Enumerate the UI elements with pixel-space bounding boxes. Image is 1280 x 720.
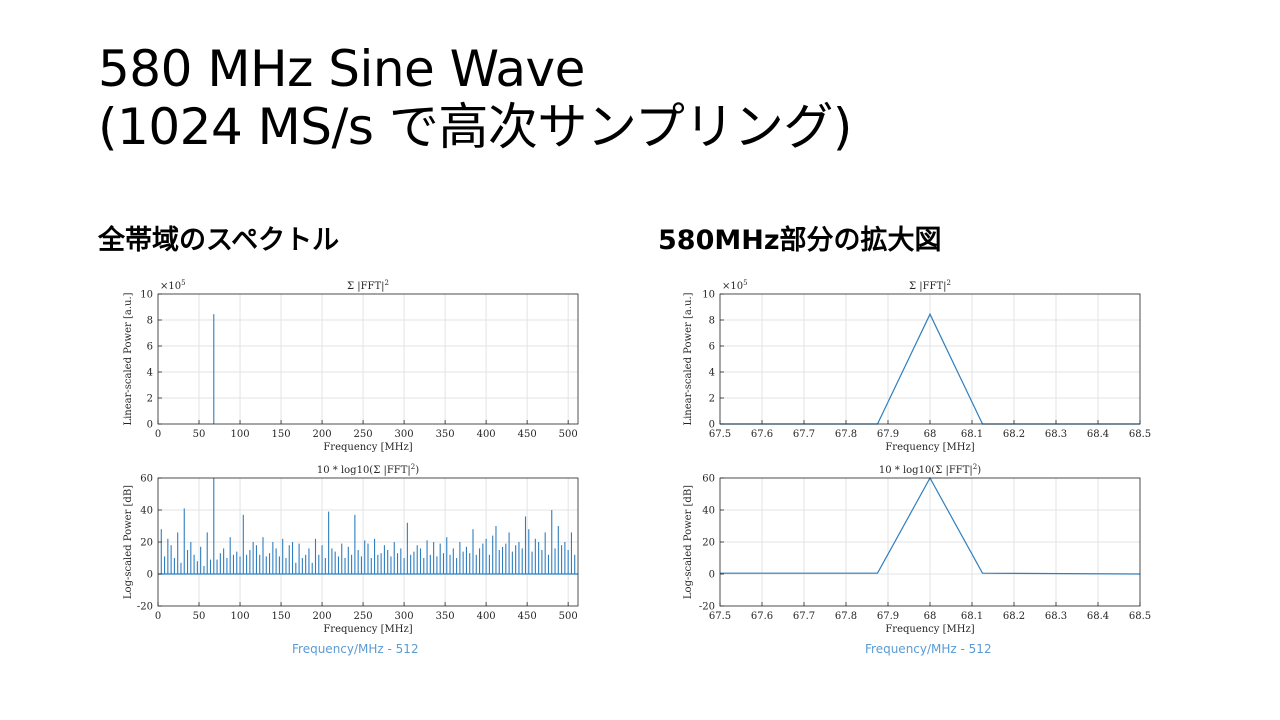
x-tick-label: 67.9 bbox=[877, 429, 899, 440]
x-axis-label: Frequency [MHz] bbox=[323, 624, 412, 635]
left-heading: 全帯域のスペクトル bbox=[98, 225, 340, 256]
y-tick-label: 0 bbox=[709, 420, 715, 431]
x-tick-label: 150 bbox=[272, 611, 291, 622]
y-axis-label: Log-scaled Power [dB] bbox=[683, 485, 694, 599]
x-tick-label: 67.6 bbox=[751, 611, 773, 622]
x-tick-label: 68.5 bbox=[1129, 611, 1151, 622]
y-tick-label: 60 bbox=[702, 474, 715, 485]
chart-title: 10 * log10(Σ |FFT|2) bbox=[879, 463, 981, 476]
x-tick-label: 400 bbox=[477, 429, 496, 440]
y-tick-label: -20 bbox=[699, 602, 715, 613]
y-tick-label: 0 bbox=[709, 570, 715, 581]
x-tick-label: 68.3 bbox=[1045, 429, 1067, 440]
y-tick-label: 6 bbox=[147, 342, 153, 353]
axes-box bbox=[157, 293, 579, 425]
y-tick-label: 8 bbox=[147, 316, 153, 327]
x-tick-label: 67.9 bbox=[877, 611, 899, 622]
exponent-label: ×105 bbox=[722, 279, 748, 292]
y-tick-label: 8 bbox=[709, 316, 715, 327]
slide-title: 580 MHz Sine Wave (1024 MS/s で高次サンプリング) bbox=[98, 40, 852, 156]
x-tick-label: 68.2 bbox=[1003, 429, 1025, 440]
y-tick-label: 40 bbox=[140, 506, 153, 517]
y-tick-label: 10 bbox=[702, 290, 715, 301]
slide-title-line2: (1024 MS/s で高次サンプリング) bbox=[98, 98, 852, 156]
y-tick-label: 2 bbox=[147, 394, 153, 405]
x-axis-label: Frequency [MHz] bbox=[323, 442, 412, 453]
x-tick-label: 0 bbox=[155, 611, 161, 622]
x-tick-label: 68.3 bbox=[1045, 611, 1067, 622]
x-tick-label: 67.7 bbox=[793, 611, 815, 622]
full-spectrum-log-chart: 0 50 100 150 200 250 300 350 400 450 500-200204060… bbox=[123, 463, 579, 635]
chart-title: Σ |FFT|2 bbox=[909, 279, 951, 292]
x-tick-label: 500 bbox=[559, 429, 578, 440]
x-tick-label: 68.4 bbox=[1087, 611, 1109, 622]
x-tick-label: 67.5 bbox=[709, 429, 731, 440]
y-axis-label: Log-scaled Power [dB] bbox=[123, 485, 134, 599]
x-tick-label: 0 bbox=[155, 429, 161, 440]
x-tick-label: 68.1 bbox=[961, 429, 983, 440]
chart-title: Σ |FFT|2 bbox=[347, 279, 389, 292]
zoom-linear-chart: 67.5 67.6 67.7 67.8 67.9 68 68.1 68.2 68.3 68.4 68… bbox=[683, 279, 1151, 453]
x-tick-label: 350 bbox=[436, 429, 455, 440]
x-tick-label: 67.7 bbox=[793, 429, 815, 440]
x-tick-label: 150 bbox=[272, 429, 291, 440]
y-tick-label: 20 bbox=[140, 538, 153, 549]
x-tick-label: 68.5 bbox=[1129, 429, 1151, 440]
exponent-label: ×105 bbox=[160, 279, 186, 292]
x-tick-label: 100 bbox=[230, 429, 249, 440]
y-tick-label: 6 bbox=[709, 342, 715, 353]
x-tick-label: 67.5 bbox=[709, 611, 731, 622]
x-tick-label: 67.8 bbox=[835, 429, 857, 440]
x-tick-label: 400 bbox=[477, 611, 496, 622]
x-tick-label: 67.8 bbox=[835, 611, 857, 622]
y-axis-label: Linear-scaled Power [a.u.] bbox=[123, 292, 134, 425]
x-tick-label: 100 bbox=[230, 611, 249, 622]
x-axis-label: Frequency [MHz] bbox=[885, 442, 974, 453]
slide-title-line1: 580 MHz Sine Wave bbox=[98, 40, 585, 98]
x-tick-label: 68 bbox=[924, 429, 937, 440]
y-tick-label: 60 bbox=[140, 474, 153, 485]
y-tick-label: 20 bbox=[702, 538, 715, 549]
x-tick-label: 300 bbox=[395, 429, 414, 440]
x-tick-label: 450 bbox=[518, 611, 537, 622]
x-tick-label: 68 bbox=[924, 611, 937, 622]
chart-title: 10 * log10(Σ |FFT|2) bbox=[317, 463, 419, 476]
x-tick-label: 50 bbox=[193, 429, 206, 440]
y-tick-label: 4 bbox=[147, 368, 153, 379]
x-tick-label: 200 bbox=[313, 611, 332, 622]
y-tick-label: 2 bbox=[709, 394, 715, 405]
y-tick-label: 0 bbox=[147, 420, 153, 431]
x-tick-label: 450 bbox=[518, 429, 537, 440]
x-axis-label: Frequency [MHz] bbox=[885, 624, 974, 635]
x-tick-label: 68.4 bbox=[1087, 429, 1109, 440]
y-axis-label: Linear-scaled Power [a.u.] bbox=[683, 292, 694, 425]
x-tick-label: 68.2 bbox=[1003, 611, 1025, 622]
y-tick-label: 4 bbox=[709, 368, 715, 379]
x-tick-label: 250 bbox=[354, 429, 373, 440]
x-tick-label: 200 bbox=[313, 429, 332, 440]
plot-area bbox=[158, 294, 578, 424]
x-tick-label: 50 bbox=[193, 611, 206, 622]
left-caption: Frequency/MHz - 512 bbox=[292, 642, 419, 656]
x-tick-label: 68.1 bbox=[961, 611, 983, 622]
full-spectrum-linear-chart: 0 50 100 150 200 250 300 350 400 450 500 0 2 4 6 8 10 Σ |… bbox=[123, 279, 579, 453]
x-tick-label: 250 bbox=[354, 611, 373, 622]
y-tick-label: 10 bbox=[140, 290, 153, 301]
x-tick-label: 500 bbox=[559, 611, 578, 622]
right-caption: Frequency/MHz - 512 bbox=[865, 642, 992, 656]
zoom-log-chart: 67.5 67.6 67.7 67.8 67.9 68 68.1 68.2 68.3 68.4 68… bbox=[683, 463, 1151, 635]
y-tick-label: 40 bbox=[702, 506, 715, 517]
x-tick-label: 300 bbox=[395, 611, 414, 622]
right-heading: 580MHz部分の拡大図 bbox=[658, 225, 942, 256]
x-tick-label: 350 bbox=[436, 611, 455, 622]
y-tick-label: 0 bbox=[147, 570, 153, 581]
y-tick-label: -20 bbox=[137, 602, 153, 613]
x-tick-label: 67.6 bbox=[751, 429, 773, 440]
